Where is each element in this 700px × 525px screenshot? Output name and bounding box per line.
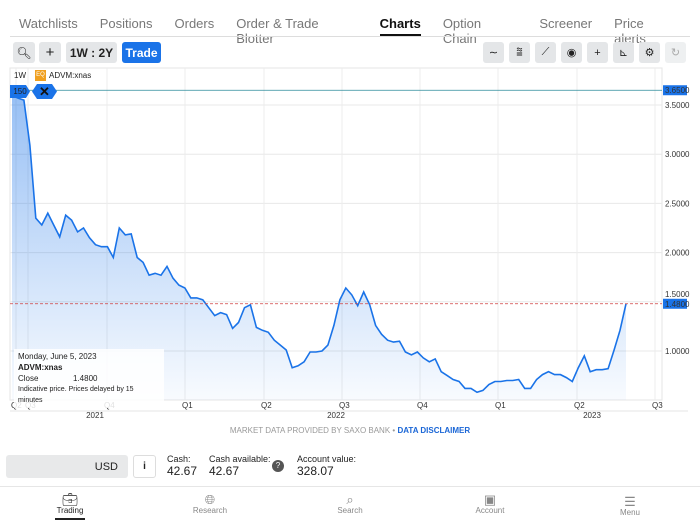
main-tabs: Watchlists Positions Orders Order & Trad… [0, 0, 700, 46]
y-tick-label: 3.5000 [665, 101, 690, 110]
tooltip-note: Indicative price. Prices delayed by 15 m… [18, 386, 134, 404]
y-tick-label: 1.0000 [665, 347, 690, 356]
tooltip-symbol: ADVM:xnas [18, 363, 63, 372]
search-button[interactable]: 🔍︎ [13, 42, 35, 63]
nav-label: Menu [619, 508, 640, 517]
search-icon: ⌕ [346, 492, 354, 507]
current-price-tag-text: 3.6500 [665, 86, 690, 95]
plus-icon: + [45, 44, 55, 61]
refresh-button[interactable]: ↻ [665, 42, 686, 63]
symbol-label: ADVM:xnas [49, 71, 92, 80]
x-tick-label: Q1 [495, 401, 506, 410]
visibility-button[interactable]: ◉ [561, 42, 582, 63]
gear-icon: ⚙ [644, 47, 655, 59]
tab-option-chain[interactable]: Option Chain [442, 16, 482, 46]
globe-icon: 🌐︎ [204, 492, 216, 507]
divider [0, 486, 700, 487]
line-type-icon: ∼ [488, 47, 499, 59]
wallet-icon: ▣ [483, 492, 497, 507]
menu-icon: ☰ [624, 494, 636, 509]
year-label: 2023 [583, 411, 601, 420]
help-icon[interactable]: ? [272, 460, 284, 472]
tab-charts[interactable]: Charts [379, 0, 422, 36]
settings-button[interactable]: ⚙ [639, 42, 660, 63]
tooltip-close-value: 1.4800 [73, 374, 98, 383]
nav-account[interactable]: ▣ Account [460, 492, 520, 515]
price-area [12, 95, 626, 400]
y-tick-label: 2.5000 [665, 199, 690, 208]
x-tick-label: Q3 [652, 401, 663, 410]
axis-icon: ⊾ [618, 47, 629, 59]
cash-label: Cash: [167, 454, 191, 464]
tab-order-trade-blotter[interactable]: Order & Trade Blotter [236, 16, 319, 46]
nav-menu[interactable]: ☰ Menu [600, 494, 660, 517]
tab-screener[interactable]: Screener [539, 16, 593, 31]
tooltip-close-label: Close [18, 374, 39, 383]
cash-available-value: 42.67 [209, 464, 240, 478]
price-chart[interactable]: 3.6500 1.4800 3.5000 3.0000 2.5000 2.0000 1.5… [0, 0, 700, 425]
nav-label: Research [192, 506, 228, 515]
cash-available-label: Cash available: [209, 454, 271, 464]
volume-tag: 150 [10, 85, 30, 98]
close-icon[interactable]: ✕ [32, 84, 57, 99]
x-tick-label: Q2 [261, 401, 272, 410]
nav-trading[interactable]: 💼︎ Trading [40, 492, 100, 520]
x-tick-label: Q3 [339, 401, 350, 410]
draw-line-button[interactable]: ⟋ [535, 42, 556, 63]
crosshair-icon: + [594, 46, 601, 59]
crosshair-button[interactable]: + [587, 42, 608, 63]
tab-watchlists[interactable]: Watchlists [19, 16, 78, 31]
eye-icon: ◉ [566, 47, 577, 59]
refresh-icon: ↻ [670, 47, 681, 59]
currency-selector[interactable]: USD [6, 455, 128, 478]
info-button[interactable]: i [133, 455, 156, 478]
tab-positions[interactable]: Positions [99, 16, 153, 31]
tab-orders[interactable]: Orders [174, 16, 215, 31]
price-tooltip: Monday, June 5, 2023 ADVM:xnas Close 1.48… [14, 349, 164, 408]
x-tick-label: Q4 [417, 401, 428, 410]
year-label: 2022 [327, 411, 345, 420]
nav-label: Trading [56, 506, 84, 515]
y-tick-label: 3.0000 [665, 150, 690, 159]
current-price-tag [663, 85, 687, 96]
draw-line-icon: ⟋ [541, 46, 550, 58]
market-data-footer: MARKET DATA PROVIDED BY SAXO BANK • DATA… [0, 426, 700, 435]
x-tick-label: Q1 [182, 401, 193, 410]
search-icon: 🔍︎ [16, 45, 32, 60]
cash-value: 42.67 [167, 464, 198, 478]
divider [10, 36, 690, 37]
tooltip-date: Monday, June 5, 2023 [18, 352, 97, 361]
add-button[interactable]: + [39, 42, 61, 63]
last-price-tag-text: 1.4800 [665, 300, 690, 309]
price-line [11, 94, 627, 394]
nav-search[interactable]: ⌕ Search [320, 492, 380, 515]
interval-label: 1W [14, 71, 26, 80]
indicators-button[interactable]: ⩰ [509, 42, 530, 63]
footer-text: MARKET DATA PROVIDED BY SAXO BANK • [229, 426, 396, 435]
nav-label: Account [475, 506, 505, 515]
briefcase-icon: 💼︎ [61, 492, 79, 507]
period-selector[interactable]: 1W : 2Y [66, 42, 117, 63]
year-label: 2021 [86, 411, 104, 420]
y-tick-label: 2.0000 [665, 249, 690, 258]
equity-badge: EQ [35, 70, 46, 81]
y-tick-label: 1.5000 [665, 290, 690, 299]
account-value-label: Account value: [297, 454, 357, 464]
line-type-button[interactable]: ∼ [483, 42, 504, 63]
last-price-tag [663, 298, 687, 309]
nav-research[interactable]: 🌐︎ Research [180, 492, 240, 515]
data-disclaimer-link[interactable]: DATA DISCLAIMER [397, 426, 471, 435]
axis-button[interactable]: ⊾ [613, 42, 634, 63]
account-value: 328.07 [297, 464, 334, 478]
x-tick-label: Q2 [574, 401, 585, 410]
indicators-icon: ⩰ [516, 46, 523, 58]
nav-label: Search [337, 506, 363, 515]
trade-button[interactable]: Trade [122, 42, 161, 63]
